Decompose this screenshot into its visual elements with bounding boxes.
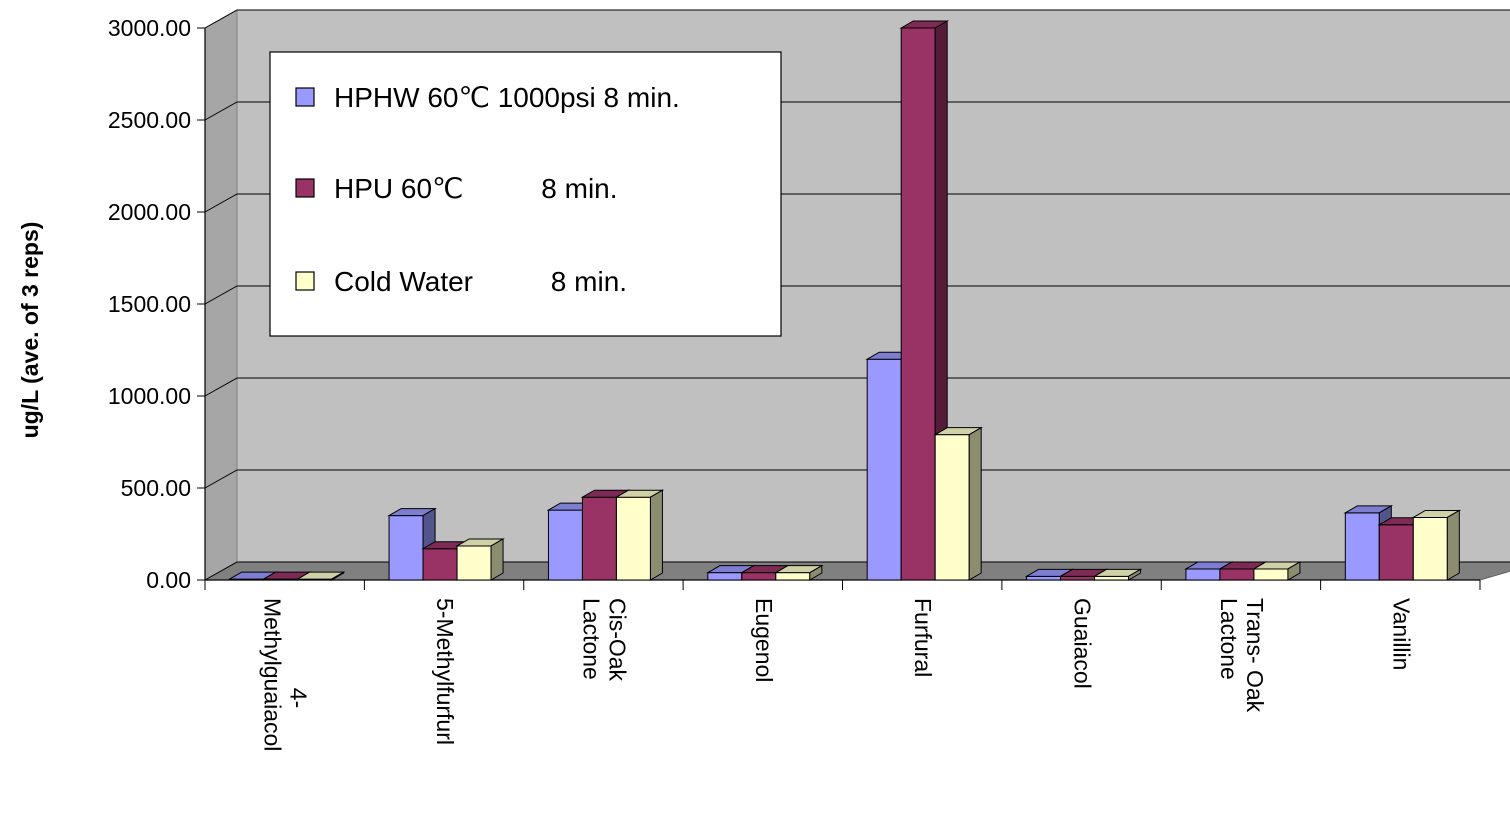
category-label: Furfural	[910, 598, 936, 677]
y-tick-label: 2000.00	[108, 199, 191, 225]
legend-label: Cold Water 8 min.	[334, 266, 627, 297]
bar	[614, 489, 665, 581]
category-label: Lactone	[578, 598, 604, 680]
bars	[227, 20, 1462, 581]
legend-label: HPU 60℃ 8 min.	[334, 173, 618, 204]
category-label: 5-Methylfurfurl	[432, 598, 458, 745]
category-label: Guaiacol	[1070, 598, 1096, 689]
bar	[455, 538, 505, 581]
category-label: Eugenol	[751, 598, 777, 682]
y-tick-label: 0.00	[146, 567, 191, 593]
legend-label: HPHW 60℃ 1000psi 8 min.	[334, 82, 680, 113]
gridline	[204, 377, 1510, 397]
legend-swatch	[295, 271, 315, 291]
gridline	[204, 9, 1510, 29]
bar	[1092, 568, 1143, 581]
category-label: Trans- Oak	[1242, 598, 1268, 713]
legend-entry: Cold Water 8 min.	[295, 266, 627, 297]
gridline	[204, 285, 1510, 305]
legend-entry: HPHW 60℃ 1000psi 8 min.	[295, 82, 680, 113]
category-label: Vanillin	[1388, 598, 1414, 670]
category-labels: 4-Methylguaiacol 5-Methylfurfurl Cis-OakLa…	[260, 598, 1415, 751]
category-label: Methylguaiacol	[260, 598, 286, 751]
bar	[933, 426, 984, 581]
gridline	[204, 193, 1510, 213]
y-tick-label: 1500.00	[108, 291, 191, 317]
category-label: Lactone	[1216, 598, 1242, 680]
gridline	[204, 561, 1510, 581]
bar	[295, 571, 346, 581]
bar	[1411, 509, 1462, 581]
legend-swatch	[295, 178, 315, 198]
bar	[773, 564, 824, 581]
bar	[1252, 561, 1302, 581]
category-label: Cis-Oak	[604, 598, 630, 682]
legend-entry: HPU 60℃ 8 min.	[295, 173, 618, 204]
y-tick-label: 1000.00	[108, 383, 191, 409]
y-tick-label: 3000.00	[108, 15, 191, 41]
legend-swatch	[295, 87, 315, 107]
y-axis-label: ug/L (ave. of 3 reps)	[17, 222, 43, 439]
y-tick-labels: 0.00 500.00 1000.00 1500.00 2000.00 2500.00 30…	[108, 15, 191, 593]
y-tick-label: 2500.00	[108, 107, 191, 133]
category-label: 4-	[286, 688, 312, 708]
gridline	[204, 469, 1510, 489]
legend: HPHW 60℃ 1000psi 8 min. HPU 60℃ 8 min. Col…	[269, 51, 782, 337]
gridlines	[197, 9, 1510, 581]
y-tick-label: 500.00	[121, 475, 191, 501]
legend-box	[269, 51, 782, 337]
gridline	[204, 101, 1510, 121]
